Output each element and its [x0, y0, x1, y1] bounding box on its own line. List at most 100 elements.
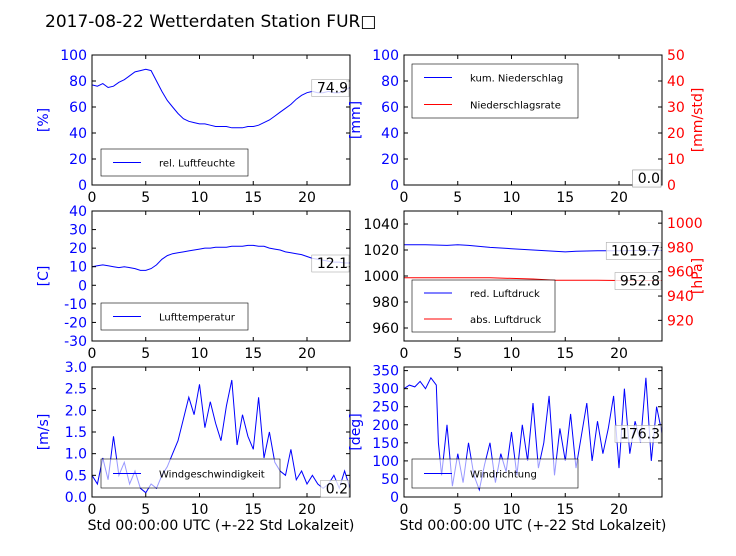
humidity-last-value: 74.9	[317, 81, 348, 97]
precipitation-xtick-label: 0	[400, 190, 409, 206]
temperature-ytick-label: 40	[69, 204, 87, 220]
temperature-ytick-label: 30	[69, 223, 87, 239]
precipitation-ytick-label: 0	[390, 178, 399, 194]
precipitation-ylabel: [mm]	[348, 101, 364, 139]
pressure-y2tick-label: 1000	[667, 216, 703, 232]
windspeed-ytick-label: 1.0	[65, 447, 87, 463]
winddirection-ytick-label: 200	[372, 418, 399, 434]
precipitation-legend-entry: kum. Niederschlag	[470, 74, 563, 85]
precipitation-ytick-label: 100	[372, 48, 399, 64]
temperature-xtick-label: 5	[141, 346, 150, 362]
precipitation-y2tick-label: 20	[667, 126, 685, 142]
temperature-ytick-label: -30	[64, 334, 87, 350]
temperature-ytick-label: 10	[69, 260, 87, 276]
winddirection-xtick-label: 5	[453, 502, 462, 518]
windspeed-ytick-label: 0.5	[65, 468, 87, 484]
precipitation-y2tick-label: 10	[667, 152, 685, 168]
temperature-legend-entry: Lufttemperatur	[159, 313, 236, 324]
temperature-ytick-label: 20	[69, 241, 87, 257]
page-title: 2017-08-22 Wetterdaten Station FUR□	[45, 12, 376, 32]
windspeed-ytick-label: 2.5	[65, 382, 87, 398]
humidity-xtick-label: 20	[298, 190, 316, 206]
winddirection-ytick-label: 50	[381, 472, 399, 488]
windspeed-ytick-label: 1.5	[65, 425, 87, 441]
pressure-xtick-label: 10	[503, 346, 521, 362]
pressure-xtick-label: 5	[453, 346, 462, 362]
precipitation-xtick-label: 20	[610, 190, 628, 206]
humidity-xtick-label: 15	[244, 190, 262, 206]
precipitation-panel: 0 5 10 15 20 0 20 40 60 80 100 0 10 20 30 40 50 [mm] [mm/s…	[348, 48, 706, 206]
pressure-y2tick-label: 960	[667, 265, 694, 281]
humidity-axes-frame	[91, 54, 351, 186]
precipitation-legend-box	[411, 63, 579, 119]
temperature-axes-frame	[91, 210, 351, 342]
temperature-xtick-label: 20	[298, 346, 316, 362]
precipitation-xtick-label: 10	[503, 190, 521, 206]
humidity-ytick-label: 80	[69, 74, 87, 90]
humidity-value-box	[311, 79, 350, 97]
windspeed-last-value: 0.2	[326, 481, 348, 497]
precipitation-xtick-label: 15	[556, 190, 574, 206]
precipitation-y2tick-label: 0	[667, 178, 676, 194]
precipitation-ytick-label: 60	[381, 100, 399, 116]
humidity-panel: 0 5 10 15 20 0 20 40 60 80 100 [%] rel. Luftfeuchte 7…	[36, 48, 351, 206]
winddirection-xtick-label: 20	[610, 502, 628, 518]
humidity-ytick-label: 20	[69, 152, 87, 168]
humidity-ytick-label: 100	[60, 48, 87, 64]
windspeed-ylabel: [m/s]	[36, 414, 52, 451]
temperature-last-value: 12.1	[317, 256, 348, 272]
windspeed-xtick-label: 5	[141, 502, 150, 518]
precipitation-value-box	[632, 169, 662, 188]
pressure-y2tick-label: 920	[667, 313, 694, 329]
windspeed-legend-entry: Windgeschwindigkeit	[159, 470, 265, 481]
humidity-xtick-label: 5	[141, 190, 150, 206]
windspeed-xtick-label: 20	[298, 502, 316, 518]
precipitation-legend-entry: Niederschlagsrate	[470, 101, 561, 112]
temperature-series-0-line	[91, 244, 350, 271]
pressure-y2label: [hPa]	[690, 258, 706, 294]
pressure-ytick-label: 1000	[363, 269, 399, 285]
winddirection-ytick-label: 150	[372, 436, 399, 452]
temperature-ytick-label: -20	[64, 315, 87, 331]
windspeed-value-box	[320, 480, 350, 498]
winddirection-value-box	[614, 425, 662, 443]
winddirection-ytick-label: 0	[390, 490, 399, 506]
humidity-ytick-label: 40	[69, 126, 87, 142]
pressure-y2tick-label: 940	[667, 289, 694, 305]
winddirection-ytick-label: 350	[372, 364, 399, 380]
winddirection-ytick-label: 100	[372, 454, 399, 470]
windspeed-xlabel: Std 00:00:00 UTC (+-22 Std Lokalzeit)	[88, 518, 355, 534]
winddirection-ytick-label: 300	[372, 382, 399, 398]
temperature-ytick-label: -10	[64, 297, 87, 313]
temperature-xtick-label: 15	[244, 346, 262, 362]
windspeed-ytick-label: 3.0	[65, 360, 87, 376]
pressure-ytick-label: 1040	[363, 217, 399, 233]
precipitation-ytick-label: 80	[381, 74, 399, 90]
precipitation-axes-frame	[403, 54, 663, 186]
temperature-value-box	[311, 254, 350, 273]
winddirection-xtick-label: 0	[400, 502, 409, 518]
precipitation-y2label: [mm/std]	[690, 88, 706, 153]
windspeed-xtick-label: 15	[244, 502, 262, 518]
pressure-ytick-label: 980	[372, 295, 399, 311]
winddirection-axes-frame	[403, 366, 663, 498]
pressure-xtick-label: 20	[610, 346, 628, 362]
windspeed-panel: 0 5 10 15 20 0.0 0.5 1.0 1.5 2.0 2.5 3.0 [m/s] Std 00…	[36, 360, 354, 534]
humidity-xtick-label: 10	[191, 190, 209, 206]
winddirection-xlabel: Std 00:00:00 UTC (+-22 Std Lokalzeit)	[400, 518, 667, 534]
precipitation-y2tick-label: 40	[667, 74, 685, 90]
winddirection-xtick-label: 15	[556, 502, 574, 518]
pressure-legend-entry: abs. Luftdruck	[470, 315, 541, 326]
pressure-panel: 0 5 10 15 20 960 980 1000 1020 1040 920 940 960 980 10…	[363, 210, 706, 362]
temperature-ytick-label: 0	[78, 278, 87, 294]
precipitation-y2tick-label: 30	[667, 100, 685, 116]
humidity-ytick-label: 0	[78, 178, 87, 194]
precipitation-ytick-label: 40	[381, 126, 399, 142]
pressure-last-value: 1019.7	[611, 243, 660, 259]
precipitation-y2tick-label: 50	[667, 48, 685, 64]
pressure-legend-box	[411, 279, 556, 333]
temperature-xtick-label: 10	[191, 346, 209, 362]
winddirection-ytick-label: 250	[372, 400, 399, 416]
